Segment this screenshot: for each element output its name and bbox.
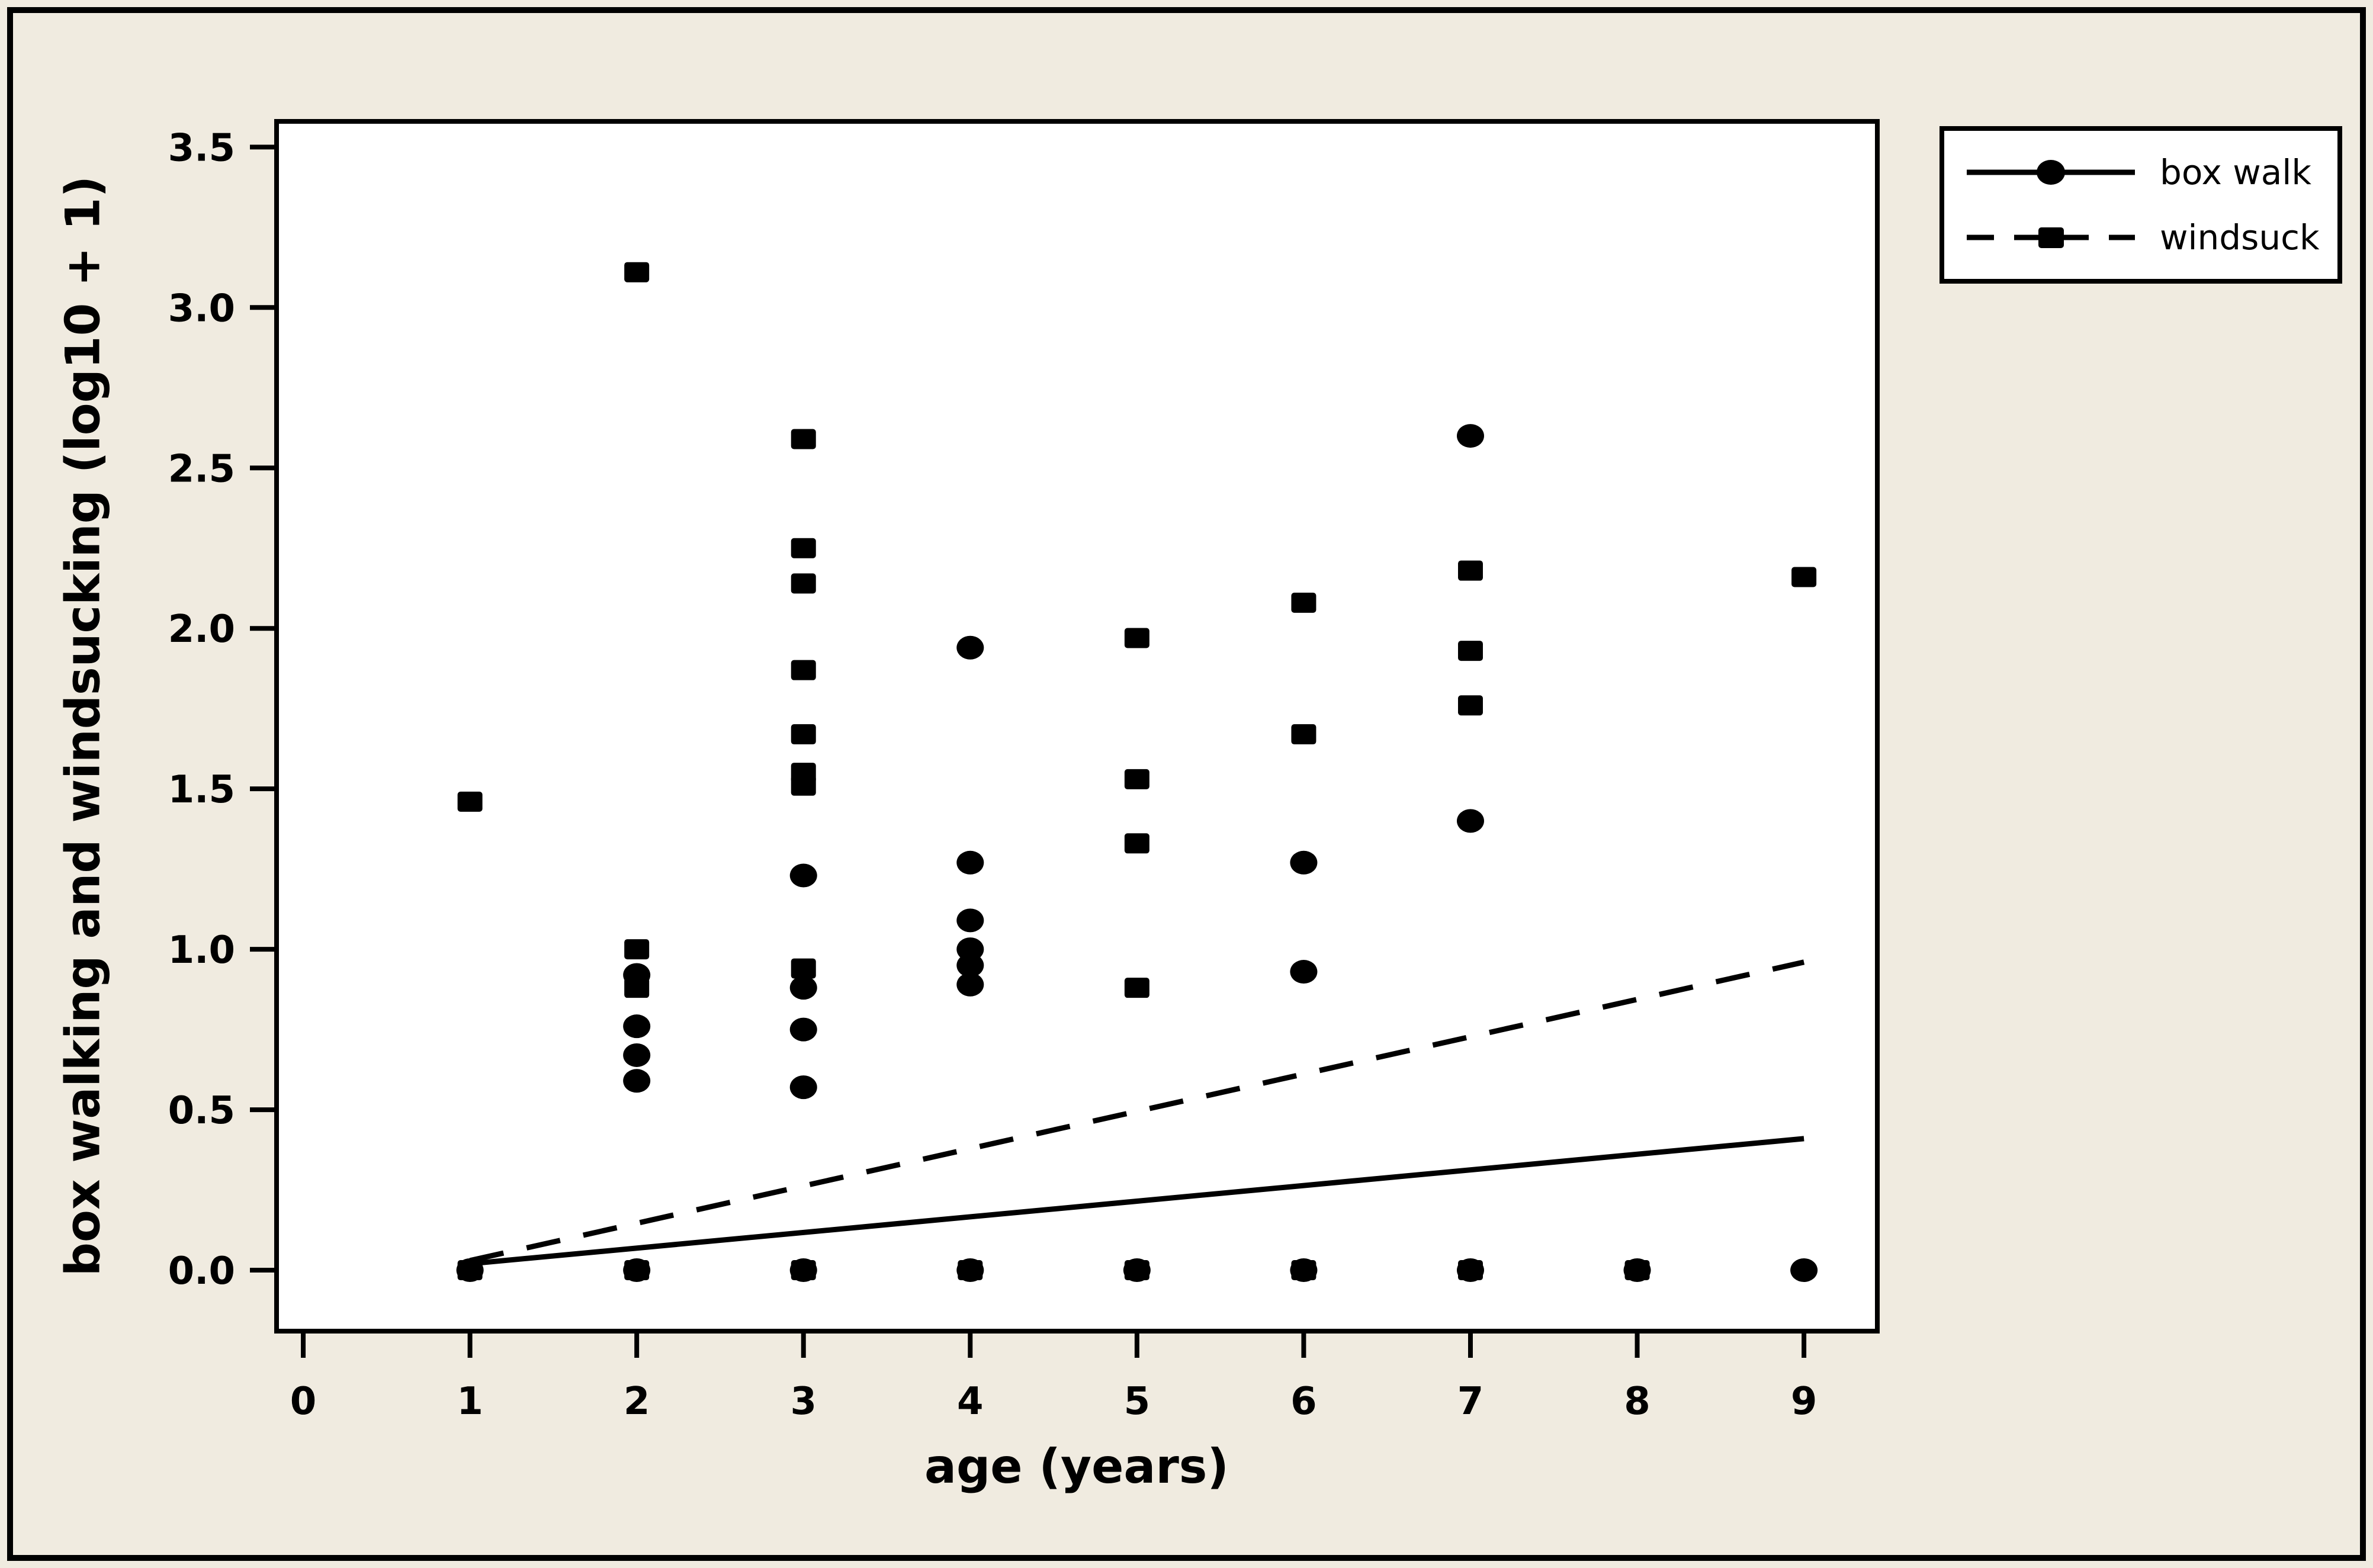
data-point-windsuck [791,429,816,449]
data-point-box-walk [789,863,817,888]
data-point-box-walk [956,850,984,875]
y-tick-label: 3.5 [168,126,235,170]
legend-label-box-walk: box walk [2160,152,2311,192]
x-tick-label: 2 [624,1380,650,1424]
data-point-windsuck [791,573,816,594]
data-point-box-walk [623,1043,651,1067]
data-point-windsuck [1291,1260,1316,1281]
x-tick-label: 5 [1124,1380,1151,1424]
y-tick-label: 3.0 [168,287,235,330]
legend-row-windsuck: windsuck [1962,207,2320,268]
data-point-windsuck [624,978,650,998]
data-point-windsuck [1124,978,1149,998]
data-point-windsuck [791,958,816,979]
square-marker-icon [2038,227,2064,248]
data-point-windsuck [624,1260,650,1281]
legend-sample-box-walk-line [1967,160,2135,185]
legend-sample-windsuck-line [1967,227,2135,248]
data-point-windsuck [791,538,816,558]
legend: box walk windsuck [1939,126,2342,284]
data-point-windsuck [1291,592,1316,613]
data-point-box-walk [789,1017,817,1042]
data-point-box-walk [956,972,984,997]
x-axis-title: age (years) [924,1439,1229,1494]
data-point-box-walk [956,937,984,962]
y-axis-title: box walking and windsucking (log10 + 1) [55,175,111,1277]
data-point-windsuck [1124,769,1149,789]
data-point-box-walk [789,976,817,1000]
data-point-windsuck [791,724,816,745]
data-point-windsuck [624,262,650,282]
data-point-box-walk [1456,809,1484,833]
data-point-windsuck [791,763,816,783]
x-tick-label: 4 [957,1380,984,1424]
data-point-windsuck [1457,641,1483,661]
data-point-windsuck [1457,560,1483,581]
data-point-windsuck [1124,628,1149,648]
x-tick-label: 7 [1457,1380,1484,1424]
data-point-windsuck [1124,1260,1149,1281]
data-point-windsuck [958,1260,983,1281]
y-tick-label: 1.5 [168,768,235,812]
data-point-box-walk [1290,960,1318,984]
y-tick-label: 0.0 [168,1249,235,1293]
data-point-windsuck [457,791,483,812]
legend-label-windsuck: windsuck [2160,217,2320,258]
data-point-windsuck [1291,724,1316,745]
y-tick-label: 2.5 [168,447,235,491]
data-point-box-walk [956,908,984,933]
data-point-box-walk [1290,850,1318,875]
plot-area [274,119,1880,1334]
x-tick-label: 6 [1290,1380,1317,1424]
data-point-windsuck [1457,1260,1483,1281]
data-point-windsuck [1457,695,1483,716]
data-point-box-walk [623,1014,651,1039]
legend-row-box-walk: box walk [1962,142,2320,203]
data-point-box-walk [623,1069,651,1093]
y-tick-label: 1.0 [168,928,235,972]
trend-line-box-walk [470,1136,1804,1267]
x-tick-label: 3 [790,1380,817,1424]
data-point-windsuck [1624,1260,1650,1281]
x-tick-label: 0 [290,1380,317,1424]
data-point-windsuck [624,939,650,960]
x-tick-label: 8 [1624,1380,1650,1424]
data-point-box-walk [789,1075,817,1100]
data-point-windsuck [1124,833,1149,854]
data-point-box-walk [956,635,984,660]
data-point-windsuck [1791,567,1817,587]
y-tick-label: 2.0 [168,608,235,651]
circle-marker-icon [2037,160,2065,185]
x-tick-label: 9 [1791,1380,1818,1424]
data-point-box-walk [1456,424,1484,448]
data-point-windsuck [457,1260,483,1281]
y-tick-label: 0.5 [168,1089,235,1133]
data-point-windsuck [791,660,816,680]
data-point-windsuck [791,1260,816,1281]
x-tick-label: 1 [457,1380,483,1424]
data-point-box-walk [1790,1258,1818,1283]
